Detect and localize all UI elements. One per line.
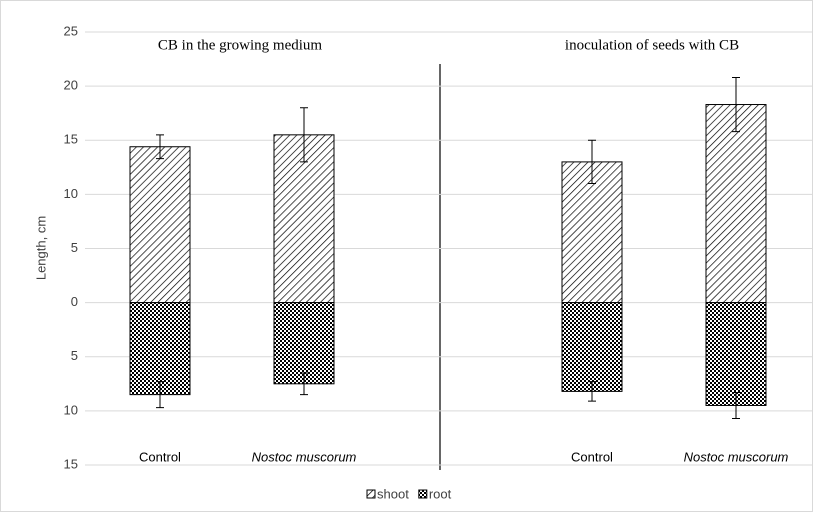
annotation: CB in the growing medium	[158, 37, 322, 53]
y-tick-label: 0	[71, 294, 78, 309]
y-tick-label: 15	[64, 132, 78, 147]
y-tick-label: 5	[71, 348, 78, 363]
y-tick-label: 5	[71, 240, 78, 255]
legend-label: root	[429, 486, 452, 501]
error-bar	[732, 76, 740, 133]
bar	[129, 146, 191, 304]
x-tick-label: Nostoc muscorum	[684, 449, 789, 464]
error-bar	[300, 372, 308, 396]
error-bar	[156, 381, 164, 409]
bar	[273, 134, 335, 304]
y-tick-label: 15	[64, 456, 78, 471]
bar	[129, 302, 191, 396]
error-bar	[156, 134, 164, 160]
legend-label: shoot	[377, 486, 409, 501]
error-bar	[588, 139, 596, 185]
legend-swatch	[366, 489, 376, 499]
y-tick-label: 25	[64, 23, 78, 38]
bar	[705, 104, 767, 304]
y-tick-label: 10	[64, 402, 78, 417]
error-bar	[588, 381, 596, 402]
y-tick-label: 20	[64, 78, 78, 93]
legend-swatch	[418, 489, 428, 499]
annotation: inoculation of seeds with CB	[565, 37, 739, 53]
x-tick-label: Control	[571, 449, 613, 464]
bar	[705, 302, 767, 406]
x-tick-label: Nostoc muscorum	[252, 449, 357, 464]
y-tick-label: 10	[64, 186, 78, 201]
x-tick-label: Control	[139, 449, 181, 464]
y-axis-label: Length, cm	[33, 216, 48, 280]
bar	[561, 302, 623, 392]
bar	[273, 302, 335, 385]
error-bar	[300, 107, 308, 163]
error-bar	[732, 391, 740, 419]
